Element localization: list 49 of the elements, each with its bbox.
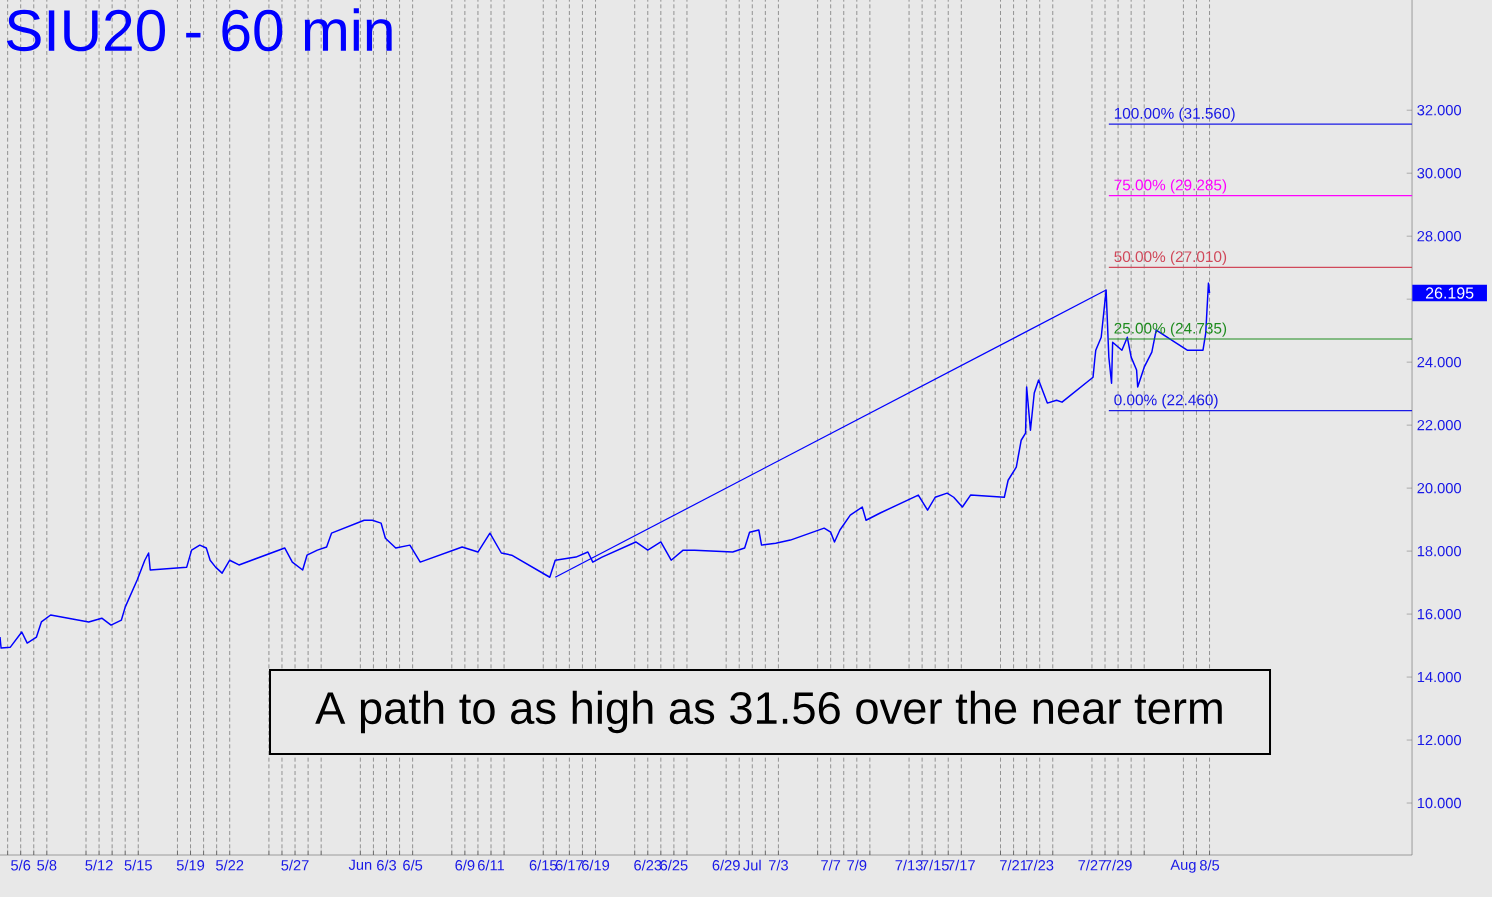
x-tick-label: 5/8 (37, 859, 57, 871)
x-tick-label: 6/5 (403, 859, 423, 871)
x-tick-label: 7/17 (947, 859, 975, 871)
x-tick-label: 7/9 (847, 859, 867, 871)
series-label: 100.00% (31.560) (1114, 107, 1235, 122)
x-tick-label: 7/13 (895, 859, 923, 871)
y-tick-label: 18.000 (1417, 545, 1462, 557)
y-tick-label: 10.000 (1417, 797, 1462, 809)
y-tick-label: 20.000 (1417, 482, 1462, 494)
y-tick-label: 28.000 (1417, 231, 1462, 242)
x-tick-label: Jul (743, 859, 761, 871)
y-tick-label: 30.000 (1417, 168, 1462, 179)
series-label: 0.00% (22.460) (1114, 394, 1218, 409)
x-tick-label: 7/3 (768, 859, 788, 871)
x-tick-label: 5/22 (216, 859, 244, 871)
x-tick-label: 5/19 (176, 859, 205, 871)
x-tick-label: 8/5 (1199, 859, 1220, 871)
chart-title: SIU20 - 60 min (6, 8, 392, 52)
y-tick-label: 12.000 (1417, 734, 1462, 746)
x-tick-label: 6/3 (377, 859, 397, 871)
y-tick-label: 16.000 (1417, 608, 1462, 620)
x-tick-label: Aug (1170, 859, 1196, 873)
x-tick-label: 7/29 (1104, 859, 1132, 871)
x-tick-label: 5/15 (124, 859, 152, 871)
x-tick-label: Jun (348, 859, 372, 870)
x-tick-label: 7/21 (1000, 859, 1028, 871)
x-tick-label: 6/19 (582, 859, 610, 871)
x-tick-label: 5/12 (85, 859, 113, 871)
x-tick-label: 6/9 (455, 859, 475, 871)
text: 26.195 (1425, 287, 1474, 299)
x-tick-label: 6/29 (712, 859, 740, 871)
x-tick-label: 6/11 (478, 859, 505, 871)
series-label: 50.00% (27.010) (1114, 250, 1227, 266)
x-tick-label: 6/23 (634, 859, 662, 871)
x-tick-label: 7/7 (821, 859, 841, 871)
y-tick-label: 14.000 (1417, 671, 1462, 683)
x-tick-label: 7/15 (921, 859, 949, 871)
x-tick-label: 6/15 (529, 859, 557, 871)
x-tick-label: 7/23 (1026, 859, 1054, 871)
x-tick-label: 7/27 (1078, 859, 1106, 871)
x-tick-label: 5/6 (11, 859, 31, 871)
series-label: 75.00% (29.285) (1114, 179, 1227, 194)
x-tick-label: 6/25 (660, 859, 688, 871)
annotation: A path to as high as 31.56 over the near term (315, 690, 1222, 734)
y-tick-label: 22.000 (1417, 419, 1462, 431)
x-tick-label: 5/27 (281, 859, 309, 871)
y-tick-label: 32.000 (1417, 105, 1462, 116)
x-tick-label: 6/17 (555, 859, 583, 871)
y-tick-label: 24.000 (1417, 356, 1462, 368)
